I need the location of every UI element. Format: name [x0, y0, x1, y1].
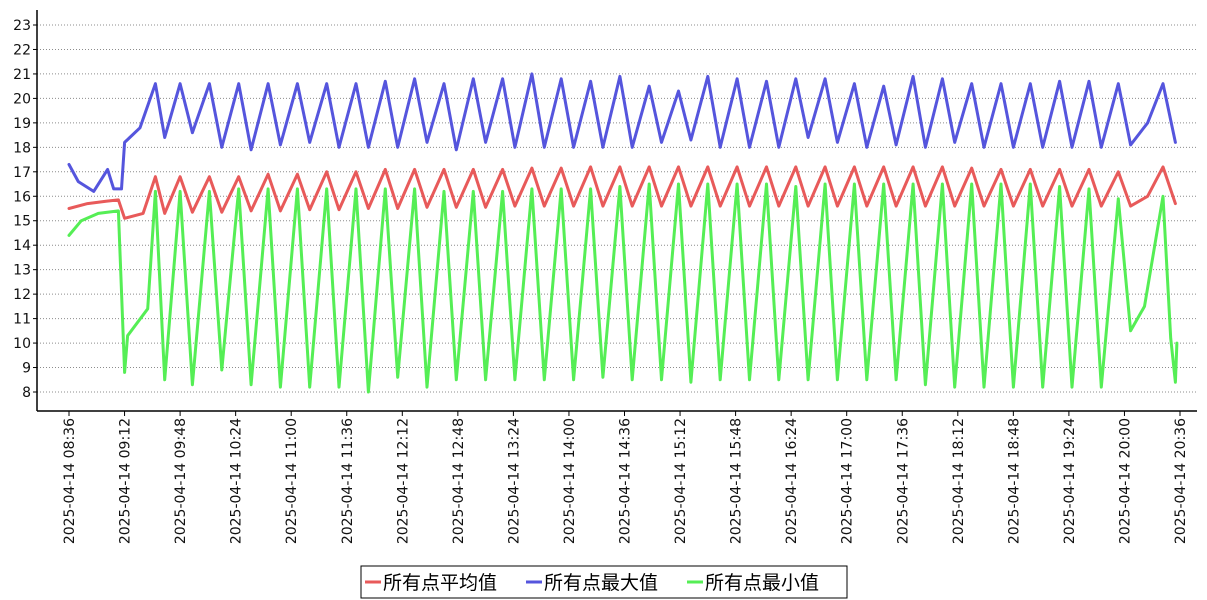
- x-tick-label: 2025-04-14 20:00: [1117, 418, 1133, 544]
- y-tick-label: 9: [22, 361, 31, 377]
- x-tick-label: 2025-04-14 11:36: [340, 418, 356, 544]
- y-tick-label: 16: [13, 189, 31, 205]
- x-tick-label: 2025-04-14 18:12: [951, 418, 967, 544]
- y-tick-label: 19: [13, 116, 31, 132]
- x-tick-label: 2025-04-14 08:36: [62, 418, 78, 544]
- y-tick-label: 14: [13, 238, 31, 254]
- y-tick-label: 13: [13, 263, 31, 279]
- series-line-2: [67, 182, 1179, 394]
- y-tick-label: 18: [13, 140, 31, 156]
- x-tick-label: 2025-04-14 15:12: [673, 418, 689, 544]
- x-tick-label: 2025-04-14 16:24: [784, 418, 800, 544]
- y-tick-label: 12: [13, 287, 31, 303]
- x-tick-label: 2025-04-14 10:24: [229, 418, 245, 544]
- y-tick-label: 23: [13, 18, 31, 34]
- x-tick-label: 2025-04-14 13:24: [506, 418, 522, 544]
- series-line-1: [67, 72, 1177, 193]
- x-tick-label: 2025-04-14 17:36: [895, 418, 911, 544]
- y-tick-label: 10: [13, 336, 31, 352]
- y-tick-label: 22: [13, 42, 31, 58]
- series-lines: [67, 72, 1179, 394]
- x-tick-label: 2025-04-14 09:48: [173, 418, 189, 544]
- x-tick-label: 2025-04-14 18:48: [1006, 418, 1022, 544]
- y-axis-ticks: 8 9 10 11 12 13 14 15 16 17 18 19 20 21 22 23: [13, 18, 37, 401]
- x-axis-ticks: 2025-04-14 08:36 2025-04-14 09:12 2025-04-…: [62, 411, 1189, 544]
- y-tick-label: 21: [13, 67, 31, 83]
- x-tick-label: 2025-04-14 12:48: [451, 418, 467, 544]
- x-tick-label: 2025-04-14 20:36: [1173, 418, 1189, 544]
- x-tick-label: 2025-04-14 15:48: [729, 418, 745, 544]
- legend-label: 所有点平均值: [383, 572, 497, 594]
- x-tick-label: 2025-04-14 09:12: [118, 418, 134, 544]
- x-tick-label: 2025-04-14 17:00: [840, 418, 856, 544]
- x-tick-label: 2025-04-14 11:00: [284, 418, 300, 544]
- x-tick-label: 2025-04-14 14:00: [562, 418, 578, 544]
- legend-label: 所有点最大值: [544, 572, 658, 594]
- legend-label: 所有点最小值: [705, 572, 819, 594]
- y-tick-label: 15: [13, 214, 31, 230]
- x-tick-label: 2025-04-14 12:12: [395, 418, 411, 544]
- y-tick-label: 17: [13, 165, 31, 181]
- legend-box: [360, 565, 848, 599]
- y-tick-label: 20: [13, 91, 31, 107]
- legend: 所有点平均值 所有点最大值 所有点最小值: [360, 565, 848, 599]
- axes: [36, 10, 1197, 412]
- y-tick-label: 11: [13, 312, 31, 328]
- series-line-0: [67, 165, 1177, 220]
- y-tick-label: 8: [22, 385, 31, 401]
- x-tick-label: 2025-04-14 14:36: [618, 418, 634, 544]
- x-tick-label: 2025-04-14 19:24: [1062, 418, 1078, 544]
